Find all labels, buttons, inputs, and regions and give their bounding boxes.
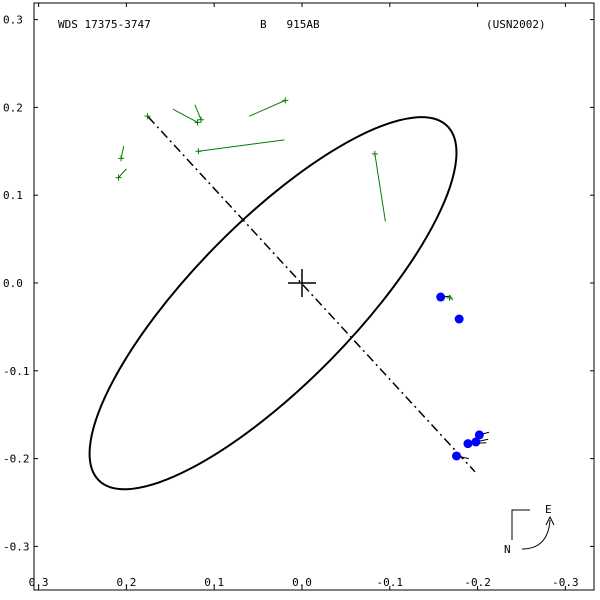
- discoverer-label: B 915AB: [260, 18, 320, 31]
- x-tick-label: -0.1: [377, 576, 404, 589]
- micrometric-observations: [115, 97, 453, 301]
- compass: N E: [504, 503, 555, 556]
- micrometric-point: [371, 150, 378, 157]
- residual-lines: [118, 99, 490, 460]
- micrometric-point: [194, 119, 201, 126]
- interferometric-point: [452, 451, 462, 461]
- reference-label: (USN2002): [486, 18, 546, 31]
- y-tick-label: 0.1: [3, 189, 23, 202]
- compass-arrow-arc: [521, 519, 551, 550]
- interferometric-point: [471, 437, 481, 447]
- interferometric-point: [474, 430, 484, 440]
- interferometric-observations: [436, 292, 484, 461]
- orbit-ellipse: [88, 116, 458, 491]
- y-tick-label: 0.0: [3, 277, 23, 290]
- micrometric-point: [195, 148, 202, 155]
- compass-arrow-head: [545, 515, 555, 526]
- micrometric-residual-line: [118, 168, 127, 178]
- compass-east-label: E: [545, 503, 552, 516]
- y-tick-label: 0.2: [3, 101, 23, 114]
- interferometric-point: [463, 439, 473, 449]
- micrometric-point: [198, 116, 205, 123]
- interferometric-point: [454, 314, 464, 324]
- micrometric-point: [282, 97, 289, 104]
- y-tick-labels: -0.3 -0.2 -0.1 0.0 0.1 0.2 0.3: [3, 14, 30, 554]
- micrometric-point: [446, 294, 453, 301]
- x-tick-label: -0.3: [552, 576, 579, 589]
- x-tick-label: 0.2: [116, 576, 136, 589]
- micrometric-residual-line: [194, 104, 202, 120]
- y-tick-label: -0.2: [3, 453, 30, 466]
- wds-id-label: WDS 17375-3747: [58, 18, 151, 31]
- compass-bracket: [511, 509, 530, 540]
- x-tick-label: 0.1: [204, 576, 224, 589]
- micrometric-residual-line: [172, 108, 198, 123]
- micrometric-residual-line: [374, 153, 386, 222]
- x-tick-label: -0.2: [464, 576, 491, 589]
- y-tick-label: -0.1: [3, 365, 30, 378]
- micrometric-point: [115, 174, 122, 181]
- interferometric-point: [436, 292, 446, 302]
- x-tick-labels: -0.3 -0.2 -0.1 0.0 0.1 0.2 0.3: [29, 576, 579, 589]
- primary-star-cross: [288, 269, 316, 297]
- y-tick-label: 0.3: [3, 14, 23, 27]
- axis-ticks: [34, 3, 594, 590]
- micrometric-point: [118, 155, 125, 162]
- micrometric-point: [144, 113, 151, 120]
- y-tick-label: -0.3: [3, 540, 30, 553]
- x-tick-label: 0.3: [29, 576, 49, 589]
- x-tick-label: 0.0: [292, 576, 312, 589]
- line-of-nodes: [147, 116, 476, 473]
- micrometric-residual-line: [198, 139, 285, 152]
- compass-north-label: N: [504, 543, 511, 556]
- plot-frame: [33, 2, 595, 591]
- primary-star-marker: [288, 269, 316, 297]
- micrometric-residual-line: [249, 99, 286, 117]
